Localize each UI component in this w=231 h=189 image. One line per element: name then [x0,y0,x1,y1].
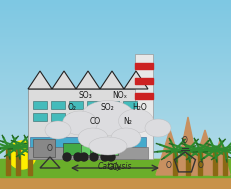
Ellipse shape [80,101,136,136]
Ellipse shape [63,111,97,135]
Bar [33,139,55,157]
Ellipse shape [45,121,71,139]
Bar [173,150,177,175]
Bar [51,101,65,109]
Bar [135,78,153,84]
Polygon shape [191,130,219,175]
Polygon shape [100,71,124,89]
Circle shape [80,153,88,161]
Bar [28,147,32,175]
Circle shape [8,141,36,169]
Circle shape [90,153,98,161]
Bar [213,150,217,175]
Bar [28,89,148,159]
Bar [51,113,65,121]
Text: SO₃: SO₃ [78,91,92,99]
Bar [105,113,119,121]
Bar [198,150,202,175]
Ellipse shape [145,119,171,137]
Bar [6,147,10,175]
Polygon shape [76,71,100,89]
Text: CO: CO [89,118,100,126]
Text: CO₂: CO₂ [108,163,122,172]
Polygon shape [124,71,148,89]
Circle shape [63,153,71,161]
Circle shape [74,153,82,161]
Text: NOₓ: NOₓ [112,91,128,99]
Ellipse shape [119,109,154,133]
Text: SO₂: SO₂ [100,104,114,112]
Bar [33,113,47,121]
Text: N₂: N₂ [124,118,132,126]
Polygon shape [28,71,52,89]
Text: O: O [182,136,188,145]
Text: O: O [166,160,172,170]
Bar [0,159,231,189]
Bar [186,150,190,175]
Bar [28,147,148,159]
Polygon shape [210,140,230,175]
Ellipse shape [111,128,141,148]
Circle shape [107,153,115,161]
Bar [105,101,119,109]
Bar [87,101,101,109]
Polygon shape [156,130,184,175]
Text: O₂: O₂ [67,104,76,112]
Polygon shape [52,71,76,89]
Bar [81,145,91,155]
Text: O: O [198,160,204,170]
Bar [69,101,83,109]
Bar [223,150,227,175]
Bar [135,93,153,99]
Ellipse shape [89,137,127,155]
Bar [30,137,146,147]
Polygon shape [176,117,200,175]
Bar [0,159,231,177]
Bar [63,143,83,155]
Bar [135,63,153,69]
Text: H₂O: H₂O [133,104,147,112]
Bar [135,54,153,159]
Bar [33,101,47,109]
Bar [108,145,118,155]
Bar [69,113,83,121]
Bar [16,147,20,175]
Circle shape [101,153,109,161]
Ellipse shape [78,128,108,148]
Bar [123,101,137,109]
Bar [123,113,137,121]
Text: Catalysis: Catalysis [98,162,132,171]
Bar [90,143,110,155]
Text: O: O [47,144,53,153]
Bar [87,113,101,121]
